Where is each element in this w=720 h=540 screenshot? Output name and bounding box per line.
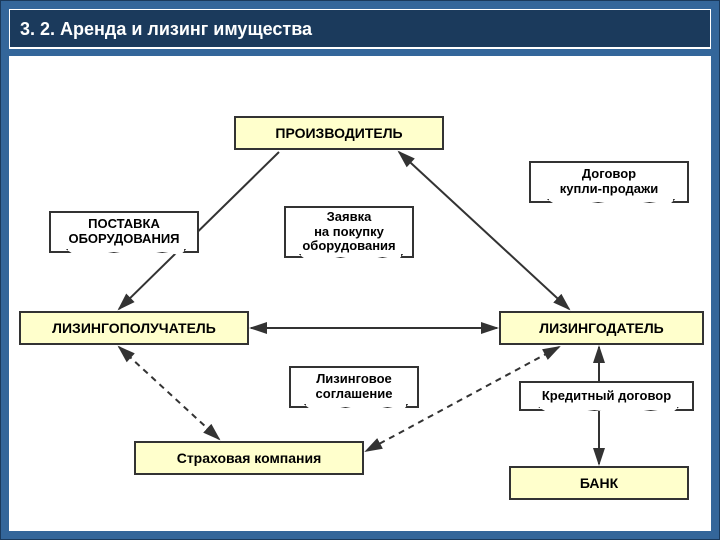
note-label-request: Заявка на покупку оборудования: [302, 210, 395, 255]
note-leasing: Лизинговое соглашение: [289, 366, 419, 408]
note-sale: Договор купли-продажи: [529, 161, 689, 203]
note-label-sale: Договор купли-продажи: [560, 167, 658, 197]
slide-header: 3. 2. Аренда и лизинг имущества: [9, 9, 711, 49]
note-label-leasing: Лизинговое соглашение: [316, 372, 393, 402]
diagram-canvas: ПРОИЗВОДИТЕЛЬ ЛИЗИНГОПОЛУЧАТЕЛЬ ЛИЗИНГОДАТ…: [9, 56, 711, 531]
note-label-supply: ПОСТАВКА ОБОРУДОВАНИЯ: [68, 217, 179, 247]
node-label-insurance: Страховая компания: [177, 450, 322, 466]
node-bank: БАНК: [509, 466, 689, 500]
note-label-credit: Кредитный договор: [542, 389, 671, 404]
header-underline: [9, 47, 711, 49]
node-lessor: ЛИЗИНГОДАТЕЛЬ: [499, 311, 704, 345]
note-request: Заявка на покупку оборудования: [284, 206, 414, 258]
edge-lessee-insurance: [119, 347, 219, 439]
note-credit: Кредитный договор: [519, 381, 694, 411]
node-label-bank: БАНК: [580, 475, 618, 491]
node-label-lessee: ЛИЗИНГОПОЛУЧАТЕЛЬ: [52, 320, 216, 336]
node-lessee: ЛИЗИНГОПОЛУЧАТЕЛЬ: [19, 311, 249, 345]
node-label-lessor: ЛИЗИНГОДАТЕЛЬ: [539, 320, 663, 336]
slide-title: 3. 2. Аренда и лизинг имущества: [20, 19, 312, 40]
node-insurance: Страховая компания: [134, 441, 364, 475]
note-supply: ПОСТАВКА ОБОРУДОВАНИЯ: [49, 211, 199, 253]
node-label-producer: ПРОИЗВОДИТЕЛЬ: [275, 125, 402, 141]
node-producer: ПРОИЗВОДИТЕЛЬ: [234, 116, 444, 150]
